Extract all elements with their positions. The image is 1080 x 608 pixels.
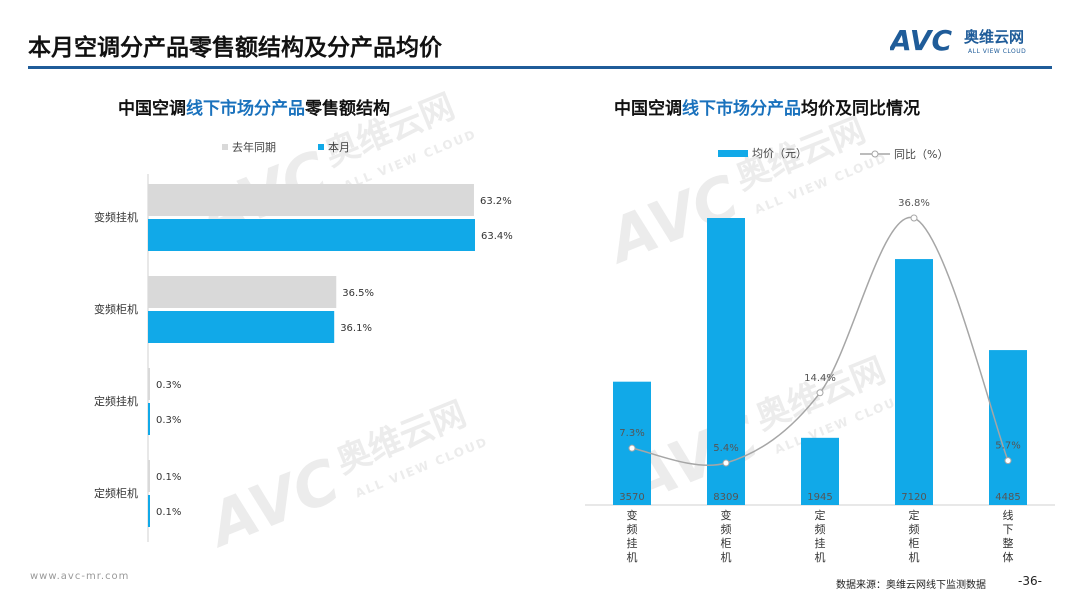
category-label: 变频柜机 [94,302,138,316]
line-data-label: 14.4% [804,373,836,384]
bar [895,259,933,505]
bar [613,381,651,505]
page-number: -36- [1018,574,1042,588]
line-point [722,459,730,467]
category-label: 线下整体 [1003,508,1014,564]
bar-value-label: 7120 [901,492,926,503]
category-label: 变频挂机 [94,210,138,224]
line-point [816,389,824,397]
data-source: 数据来源：奥维云网线下监测数据 [836,580,986,591]
bar [989,350,1027,505]
bar [148,219,475,251]
legend-label: 均价（元） [752,147,807,160]
category-label: 定频柜机 [909,508,920,564]
category-label: 定频柜机 [94,486,138,500]
bar [148,368,150,400]
left-chart-title: 中国空调线下市场分产品零售额结构 [118,99,390,119]
line-point [1004,457,1012,465]
legend: 均价（元） 同比（%） [718,147,948,161]
data-label: 63.2% [480,196,512,207]
legend-swatch [222,144,228,150]
data-label: 36.5% [342,288,374,299]
bar [148,460,150,492]
bar-value-label: 8309 [713,492,738,503]
line-data-label: 5.7% [995,441,1020,452]
data-label: 0.1% [156,472,181,483]
category-label: 定频挂机 [815,508,826,564]
legend-label: 去年同期 [232,140,276,154]
category-label: 定频挂机 [94,394,138,408]
data-label: 63.4% [481,231,513,242]
footer-url[interactable]: www.avc-mr.com [30,571,130,582]
line-data-label: 7.3% [619,428,644,439]
bar [707,218,745,505]
line-data-label: 36.8% [898,198,930,209]
bar [801,437,839,505]
share-bar-chart: 去年同期 本月 变频挂机 63.2% 63.4% 变频柜机 36.5% 36.1% 定频挂机 0… [94,140,513,542]
bar-value-label: 1945 [807,492,832,503]
yoy-line [631,216,1009,467]
line-point [910,214,918,222]
data-label: 0.3% [156,415,181,426]
bar [148,276,337,308]
category-label: 变频柜机 [721,508,732,564]
line-point [628,444,636,452]
legend-label: 同比（%） [894,148,948,161]
title-underline [28,66,1052,69]
bar-value-label: 3570 [619,492,644,503]
bar [148,311,335,343]
data-label: 0.1% [156,507,181,518]
legend-label: 本月 [328,140,350,154]
line-data-label: 5.4% [713,443,738,454]
avc-logo: AVC 奥维云网 ALL VIEW CLOUD [890,24,1026,57]
legend-swatch [318,144,324,150]
plot-area: 3570 变频挂机 8309 变频柜机 1945 定频挂机 7120 定频柜机 4485 线下整体… [585,198,1055,564]
data-label: 0.3% [156,380,181,391]
legend: 去年同期 本月 [222,140,350,154]
logo-mark: AVC [890,24,952,57]
price-combo-chart: 均价（元） 同比（%） 3570 变频挂机 8309 变频柜机 1945 定频挂机 7120 定… [585,147,1055,564]
bar [148,495,150,527]
category-label: 变频挂机 [627,508,638,564]
plot-area: 变频挂机 63.2% 63.4% 变频柜机 36.5% 36.1% 定频挂机 0.3% 0.3%… [94,174,513,542]
bar [148,184,474,216]
logo-en: ALL VIEW CLOUD [968,48,1026,55]
legend-marker [871,150,879,158]
bar [148,403,150,435]
right-chart-title: 中国空调线下市场分产品均价及同比情况 [614,99,920,119]
data-label: 36.1% [340,323,372,334]
page-title: 本月空调分产品零售额结构及分产品均价 [28,35,442,61]
legend-swatch [718,150,748,157]
bar-value-label: 4485 [995,492,1020,503]
logo-cn: 奥维云网 [964,28,1024,46]
